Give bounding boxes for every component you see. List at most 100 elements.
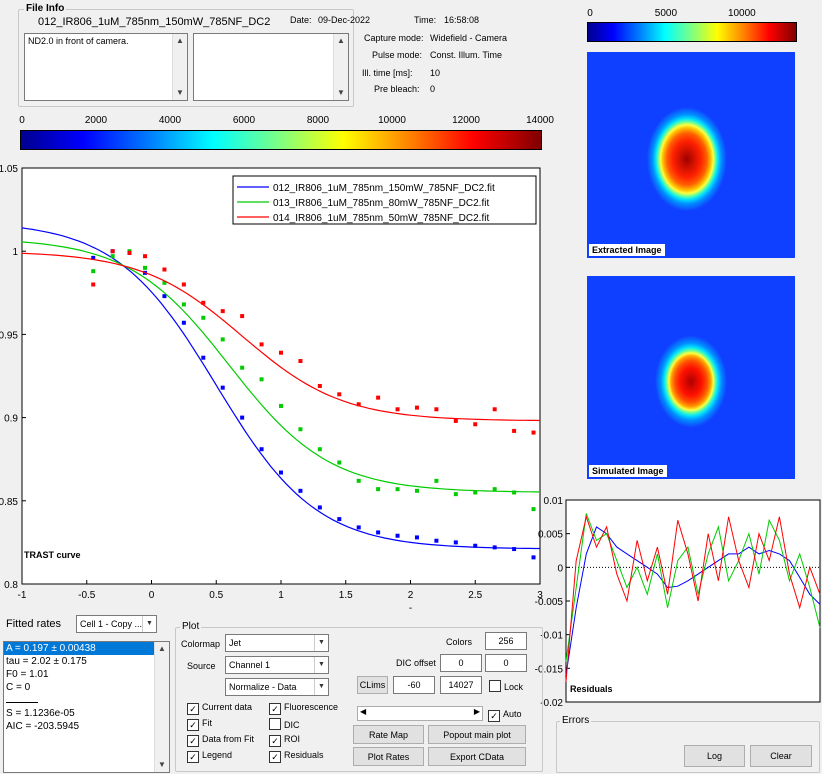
comment-scrollbar[interactable]: ▲ ▼: [172, 34, 187, 100]
legend: [232, 175, 537, 225]
scroll-down-icon[interactable]: ▼: [158, 760, 166, 769]
checkbox-label: ROI: [284, 734, 301, 744]
data-point: [395, 487, 400, 492]
clear-button[interactable]: Clear: [750, 745, 812, 767]
auto-checkbox[interactable]: ✓ Auto: [488, 709, 522, 722]
checkbox-box[interactable]: ✓: [488, 710, 500, 722]
plot-rates-button[interactable]: Plot Rates: [353, 747, 424, 766]
data-point: [512, 428, 517, 433]
dic-offset-y-field[interactable]: 0: [485, 654, 527, 672]
scroll-up-icon[interactable]: ▲: [337, 36, 345, 45]
data-point: [434, 538, 439, 543]
scroll-down-icon[interactable]: ▼: [176, 88, 184, 97]
colorbar-tick-label: 12000: [452, 115, 480, 126]
checkbox-fluorescence[interactable]: ✓ Fluorescence: [269, 702, 338, 715]
chevron-down-icon[interactable]: ▼: [314, 679, 328, 695]
main-colorbar: [20, 130, 542, 150]
colormap-select[interactable]: Jet ▼: [225, 634, 329, 652]
export-cdata-button[interactable]: Export CData: [428, 747, 526, 766]
pulse-mode-label: Pulse mode:: [372, 50, 423, 60]
fit-line-2: [21, 252, 541, 422]
data-point: [220, 337, 225, 342]
y-tick-label: 0.9: [4, 414, 18, 425]
fitted-rate-item[interactable]: F0 = 1.01: [6, 669, 49, 680]
data-point: [181, 302, 186, 307]
log-button[interactable]: Log: [684, 745, 745, 767]
data-point: [453, 418, 458, 423]
fitted-rates-list[interactable]: A = 0.197 ± 0.00438 tau = 2.02 ± 0.175 F0 …: [3, 641, 170, 773]
checkbox-box[interactable]: ✓: [187, 703, 199, 715]
source-select[interactable]: Channel 1 ▼: [225, 656, 329, 674]
checkbox-dic[interactable]: DIC: [269, 718, 300, 730]
chevron-left-icon[interactable]: ◀: [360, 707, 367, 716]
scroll-up-icon[interactable]: ▲: [176, 36, 184, 45]
checkbox-box[interactable]: [489, 680, 501, 692]
auto-label: Auto: [503, 709, 522, 719]
scroll-down-icon[interactable]: ▼: [337, 88, 345, 97]
source-value: Channel 1: [229, 660, 271, 670]
dic-offset-label: DIC offset: [396, 658, 436, 668]
chevron-down-icon[interactable]: ▼: [142, 616, 156, 632]
scroll-up-icon[interactable]: ▲: [158, 644, 166, 653]
data-point: [298, 427, 303, 432]
data-point: [201, 315, 206, 320]
legend-entry: 014_IR806_1uM_785nm_50mW_785NF_DC2.fit: [273, 213, 489, 224]
checkbox-data-from-fit[interactable]: ✓ Data from Fit: [187, 734, 254, 747]
pre-bleach-label: Pre bleach:: [374, 84, 420, 94]
checkbox-residuals[interactable]: ✓ Residuals: [269, 750, 324, 763]
data-point: [110, 249, 115, 254]
notes-scrollbar[interactable]: ▲ ▼: [333, 34, 348, 100]
comment-field[interactable]: ND2.0 in front of camera. ▲ ▼: [24, 33, 188, 101]
chevron-down-icon[interactable]: ▼: [314, 657, 328, 673]
colors-field[interactable]: 256: [485, 632, 527, 650]
checkbox-roi[interactable]: ✓ ROI: [269, 734, 300, 747]
clims-button[interactable]: CLims: [357, 676, 388, 694]
data-point: [414, 405, 419, 410]
data-point: [279, 350, 283, 355]
clim-max-field[interactable]: 14027: [440, 676, 482, 694]
checkbox-legend[interactable]: ✓ Legend: [187, 750, 232, 763]
x-tick-label: 2.5: [468, 590, 482, 601]
fitted-rate-item[interactable]: A = 0.197 ± 0.00438: [4, 642, 169, 655]
fitted-rate-item[interactable]: S = 1.1236e-05: [6, 708, 75, 719]
x-tick-label: 0: [149, 590, 155, 601]
checkbox-box[interactable]: ✓: [269, 735, 281, 747]
fitted-rate-item[interactable]: tau = 2.02 ± 0.175: [6, 656, 87, 667]
fitted-rate-item[interactable]: C = 0: [6, 682, 31, 693]
data-point: [91, 282, 96, 287]
x-tick-label: 3: [537, 590, 543, 601]
checkbox-current-data[interactable]: ✓ Current data: [187, 702, 252, 715]
x-tick-label: -1: [18, 590, 27, 601]
data-point: [434, 407, 439, 412]
checkbox-fit[interactable]: ✓ Fit: [187, 718, 212, 731]
fitted-rate-item[interactable]: AIC = -203.5945: [6, 721, 80, 732]
x-tick-label: 1.5: [339, 590, 353, 601]
checkbox-label: Legend: [202, 750, 233, 760]
checkbox-box[interactable]: ✓: [187, 751, 199, 763]
normalize-select[interactable]: Normalize - Data ▼: [225, 678, 329, 696]
popout-main-plot-button[interactable]: Popout main plot: [428, 725, 526, 744]
dic-offset-x-field[interactable]: 0: [440, 654, 482, 672]
clim-slider[interactable]: ◀ ▶: [357, 706, 483, 721]
fitted-rate-item[interactable]: [6, 694, 38, 703]
checkbox-box[interactable]: ✓: [187, 719, 199, 731]
data-point: [395, 407, 400, 412]
fitted-rates-scrollbar[interactable]: ▲ ▼: [154, 642, 169, 772]
chevron-right-icon[interactable]: ▶: [473, 707, 480, 716]
data-point: [531, 555, 536, 560]
checkbox-box[interactable]: ✓: [269, 703, 281, 715]
clim-min-field[interactable]: -60: [393, 676, 435, 694]
notes-field[interactable]: ▲ ▼: [193, 33, 349, 101]
data-point: [473, 543, 478, 548]
legend-entry: 013_IR806_1uM_785nm_80mW_785NF_DC2.fit: [273, 198, 489, 209]
data-point: [220, 309, 225, 314]
checkbox-box[interactable]: [269, 718, 281, 730]
checkbox-box[interactable]: ✓: [187, 735, 199, 747]
y-tick-label: 0.8: [4, 580, 18, 591]
chevron-down-icon[interactable]: ▼: [314, 635, 328, 651]
lock-checkbox[interactable]: Lock: [489, 680, 523, 692]
data-point: [356, 402, 361, 407]
cell-selector[interactable]: Cell 1 - Copy ... ▼: [76, 615, 157, 633]
checkbox-box[interactable]: ✓: [269, 751, 281, 763]
rate-map-button[interactable]: Rate Map: [353, 725, 424, 744]
